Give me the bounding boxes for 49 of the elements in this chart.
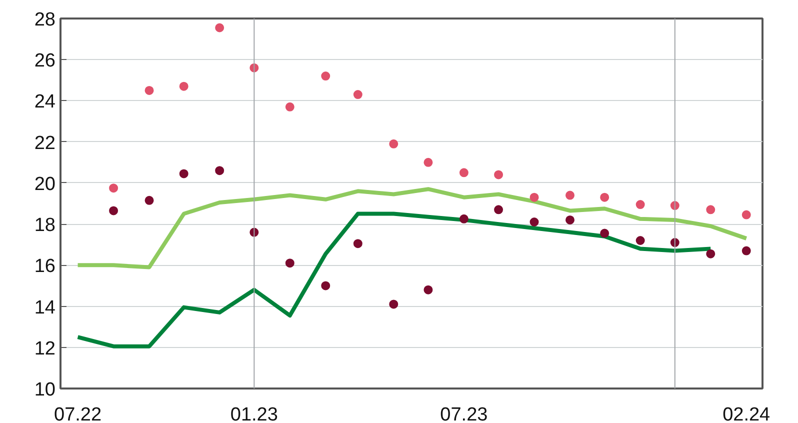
point <box>600 228 610 238</box>
point <box>636 236 645 245</box>
point <box>321 72 330 81</box>
point <box>321 281 330 290</box>
point <box>424 285 433 294</box>
point <box>459 214 468 224</box>
point <box>494 205 504 214</box>
point <box>566 215 574 224</box>
x-tick-label: 07.23 <box>440 404 488 423</box>
point <box>285 258 294 268</box>
point <box>636 200 645 210</box>
point <box>109 184 118 193</box>
point <box>215 166 224 176</box>
point <box>215 23 224 32</box>
point <box>353 90 362 100</box>
y-tick-label: 16 <box>34 256 56 278</box>
point <box>144 196 154 205</box>
y-tick-label: 28 <box>34 10 56 30</box>
y-tick-label: 10 <box>34 380 56 400</box>
point <box>459 168 468 178</box>
y-tick-label: 26 <box>34 50 56 72</box>
x-tick-label: 02.24 <box>722 404 771 423</box>
point <box>530 218 539 226</box>
point <box>706 249 716 258</box>
point <box>530 192 539 202</box>
point <box>742 246 751 256</box>
y-tick-label: 20 <box>34 174 56 195</box>
y-tick-label: 18 <box>34 215 56 236</box>
point <box>285 102 294 112</box>
point <box>706 205 716 214</box>
point <box>353 239 362 248</box>
point <box>742 210 751 220</box>
point <box>494 170 504 180</box>
y-tick-label: 22 <box>34 132 56 154</box>
point <box>389 300 398 309</box>
point <box>144 86 154 95</box>
point <box>179 169 188 178</box>
line-series <box>76 187 748 270</box>
point <box>566 190 574 200</box>
point <box>600 192 610 202</box>
point <box>109 206 118 216</box>
point <box>424 158 433 167</box>
point <box>179 82 188 91</box>
y-tick-label: 12 <box>34 338 56 360</box>
y-tick-label: 14 <box>34 297 56 318</box>
x-tick-label: 07.22 <box>54 404 102 423</box>
x-tick-label: 01.23 <box>230 404 278 423</box>
point <box>389 139 398 148</box>
y-tick-label: 24 <box>34 92 56 113</box>
